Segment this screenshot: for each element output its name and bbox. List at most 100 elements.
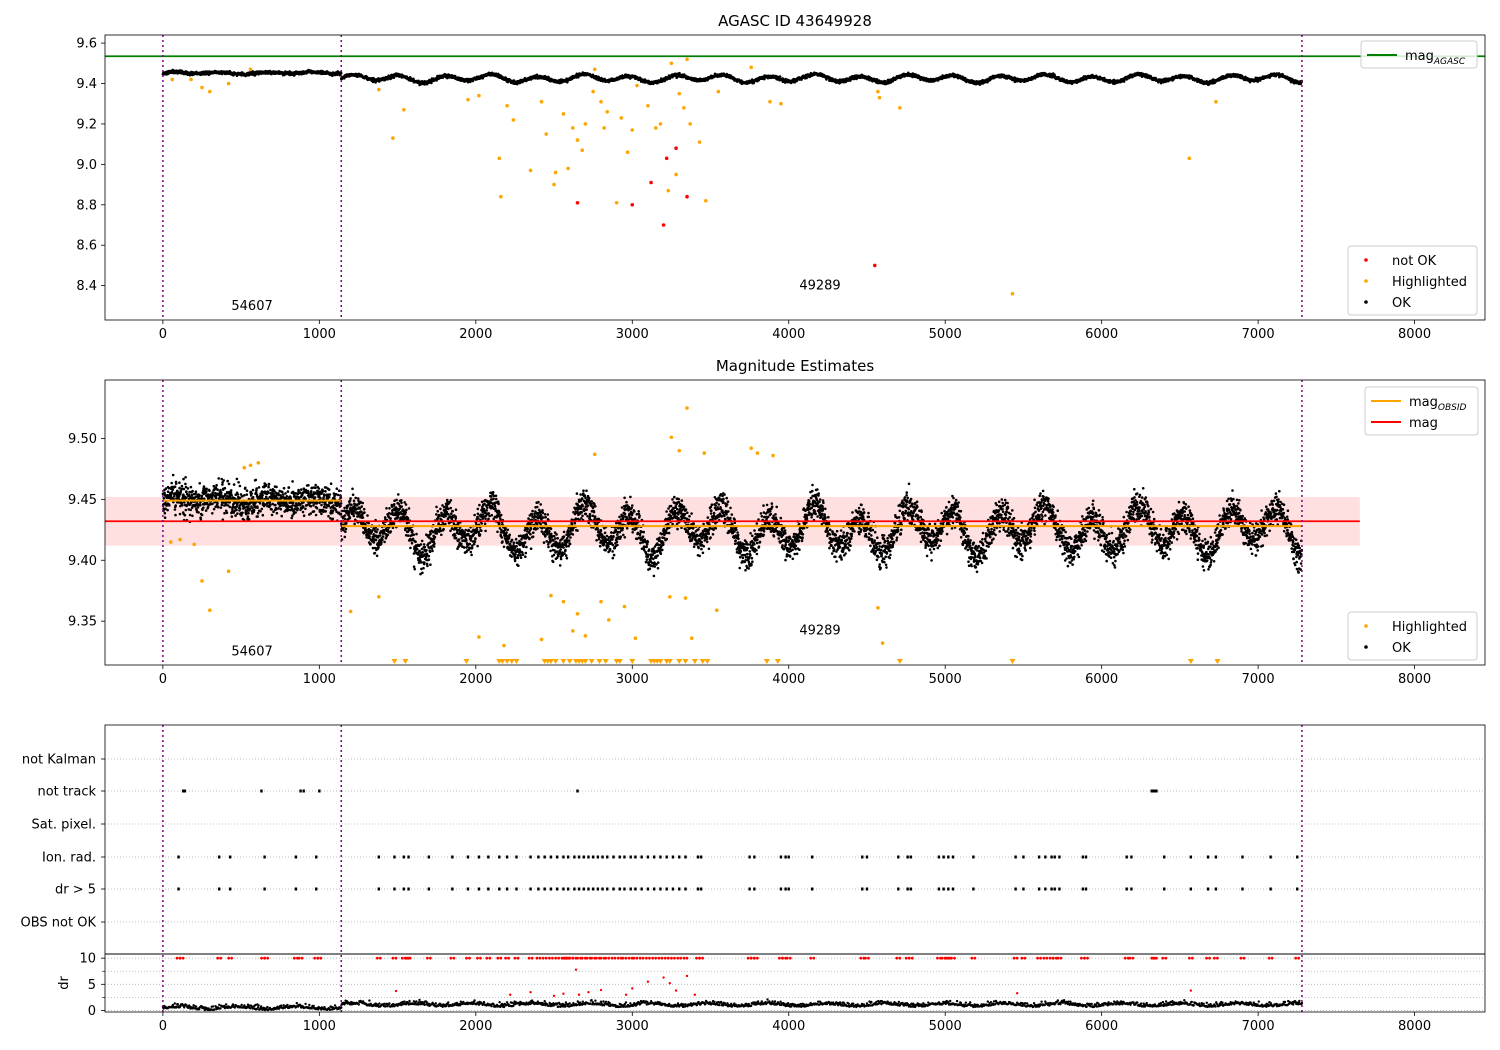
x-tick-label: 0 [159,327,167,342]
x-tick-label: 4000 [772,327,805,342]
highlighted-point [704,198,708,203]
highlighted-point [646,103,650,108]
ok-point [187,493,191,497]
x-tick-label: 3000 [616,327,649,342]
ok-point [210,495,214,499]
ok-point [211,502,214,506]
ok-point [204,509,208,512]
ok-point [170,491,174,495]
ok-point [185,490,188,493]
highlighted-point [505,103,509,108]
highlighted-point [561,112,566,116]
ok-point [166,508,169,512]
highlighted-point [552,182,556,187]
ok-point [202,485,206,488]
ok-point [170,481,173,485]
legend: not OK Highlighted OK [1347,245,1478,316]
highlighted-point [497,156,502,161]
ok-point [219,506,223,510]
ok-point [182,487,186,491]
ok-point [212,507,216,511]
ok-point [200,513,204,517]
y-tick-label: 8.8 [76,198,97,213]
not-ok-points [575,146,877,268]
legend-label: Highlighted [1392,275,1467,290]
ok-point [191,489,194,493]
ok-point [172,495,176,498]
ok-points [161,68,1304,87]
highlighted-point [499,194,503,199]
highlighted-point [402,107,406,112]
highlighted-point [625,150,630,155]
ok-point [215,483,218,487]
highlighted-point [539,99,544,104]
legend-label: OK [1392,296,1411,311]
highlighted-point [768,99,772,104]
ok-point [163,511,167,515]
highlighted-point [697,140,702,144]
y-tick-label: 9.6 [76,37,97,52]
highlighted-point [716,89,721,94]
ok-point [178,481,181,485]
highlighted-point [575,138,580,142]
ok-point [189,508,192,512]
highlighted-point [749,65,753,70]
y-tick-label: 9.0 [76,158,97,173]
highlighted-point [170,77,175,82]
ok-point [173,485,177,489]
ok-point [217,477,220,480]
highlighted-point [571,126,575,130]
ok-point [171,488,174,492]
ok-point [778,75,782,78]
highlighted-points [170,57,1218,296]
obsid-label: 54607 [231,299,272,314]
highlighted-point [477,93,481,98]
legend-dot-swatch [1364,279,1368,283]
highlighted-point [1187,156,1192,161]
ok-point [173,508,177,511]
ok-point [214,496,218,500]
chart-title: AGASC ID 43649928 [718,12,872,30]
highlighted-point [688,122,692,126]
ok-point [186,487,190,490]
highlighted-point [898,105,902,110]
ok-point [392,76,396,79]
y-tick-label: 9.2 [76,117,97,132]
x-tick-label: 5000 [929,327,962,342]
legend-label: not OK [1392,254,1437,269]
ok-point [171,473,175,477]
ok-point [188,513,192,517]
highlighted-point [189,77,193,82]
highlighted-point [653,126,658,130]
ok-point [220,503,224,507]
x-tick-label: 2000 [459,327,492,342]
y-tick-label: 9.4 [76,77,97,92]
legend: magAGASC [1360,40,1478,69]
highlighted-point [614,200,619,205]
legend-dot-swatch [1364,258,1368,262]
highlighted-point [544,132,549,136]
ok-point [198,482,201,485]
highlighted-point [658,122,663,126]
ok-point [189,485,193,489]
highlighted-point [391,136,395,140]
highlighted-point [583,122,588,126]
ok-point [185,496,188,500]
highlighted-point [377,87,381,92]
axes-frame [104,34,1486,321]
highlighted-point [466,97,470,102]
ok-point [216,502,219,505]
highlighted-point [619,116,624,120]
ok-point [174,504,177,507]
not-ok-point [674,146,678,150]
ok-point [194,492,197,496]
not-ok-point [685,194,689,199]
y-tick-label: 8.6 [76,239,97,254]
ok-point [198,493,201,497]
ok-point [168,504,171,507]
highlighted-point [779,101,783,106]
ok-point [174,482,178,485]
highlighted-point [591,89,595,94]
highlighted-point [200,85,204,90]
